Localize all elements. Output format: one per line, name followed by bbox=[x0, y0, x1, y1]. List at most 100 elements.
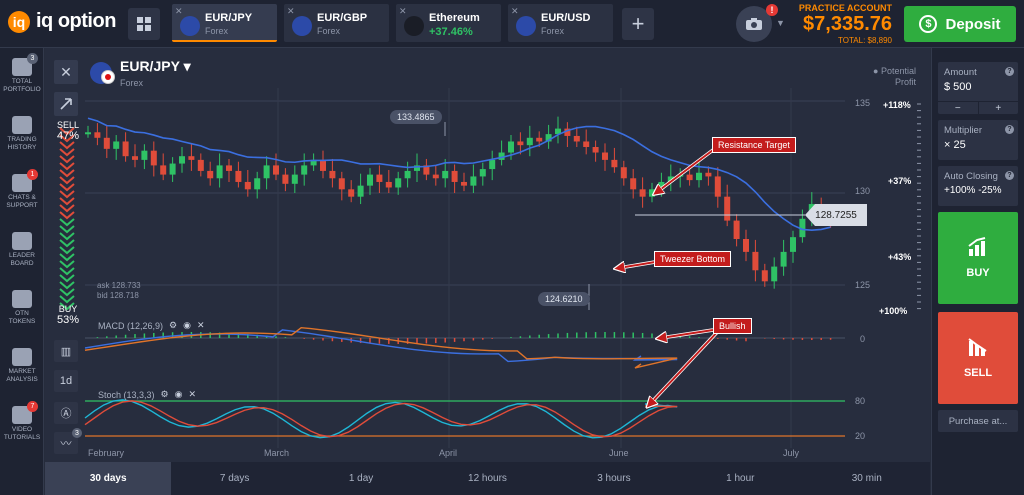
candle-body bbox=[141, 150, 148, 160]
timeframe-1-hour[interactable]: 1 hour bbox=[726, 473, 755, 484]
close-icon[interactable]: ✕ bbox=[511, 6, 519, 16]
candle-body bbox=[301, 165, 308, 175]
flag-icon bbox=[180, 16, 200, 36]
close-icon[interactable]: ✕ bbox=[399, 6, 407, 16]
buy-percent: 53% bbox=[57, 314, 80, 326]
settings-icon[interactable]: ⚙ bbox=[160, 389, 169, 399]
nav-item-board[interactable]: LEADER BOARD bbox=[0, 232, 44, 268]
eye-icon[interactable]: ◉ bbox=[183, 320, 191, 330]
candle-body bbox=[385, 181, 392, 188]
chart-area[interactable]: ✕ SELL 47% BUY 53% EUR/JPY ▾ Forex ● Pot… bbox=[45, 48, 930, 495]
sentiment-chevron bbox=[59, 267, 75, 276]
logo[interactable]: iq iq option bbox=[8, 10, 116, 33]
close-icon[interactable]: ✕ bbox=[287, 6, 295, 16]
collapse-icon bbox=[60, 98, 72, 110]
stoch-d-line bbox=[84, 400, 678, 438]
drawing-icon: Ⓐ bbox=[60, 408, 72, 420]
candle-body bbox=[113, 141, 120, 149]
autoclose-value[interactable]: +100% -25% bbox=[944, 185, 1002, 196]
purchase-at-button[interactable]: Purchase at... bbox=[938, 410, 1018, 432]
candle-body bbox=[564, 128, 571, 136]
asset-grid-button[interactable] bbox=[128, 8, 160, 40]
timeframe-tool[interactable]: 1d bbox=[54, 370, 78, 392]
buy-sentiment: BUY 53% bbox=[57, 304, 79, 326]
sentiment-chevron bbox=[59, 302, 75, 311]
chevron-down-icon[interactable]: ▼ bbox=[776, 18, 785, 28]
trade-panel: Amount ? $ 500 − + Multiplier ? × 25 Aut… bbox=[931, 48, 1024, 495]
candle-body bbox=[714, 176, 721, 197]
top-bar: iq iq option ✕ EUR/JPY Forex ✕ EUR/GBP F… bbox=[0, 0, 1024, 48]
close-icon[interactable]: ✕ bbox=[175, 6, 183, 16]
drawing-tool[interactable]: Ⓐ bbox=[54, 402, 78, 424]
nav-item-history[interactable]: TRADING HISTORY bbox=[0, 116, 44, 152]
stoch-name: Stoch (13,3,3) bbox=[98, 389, 155, 400]
settings-icon[interactable]: ⚙ bbox=[169, 320, 178, 330]
nav-item-analysis[interactable]: MARKET ANALYSIS bbox=[0, 348, 44, 384]
autoclose-label: Auto Closing bbox=[944, 171, 998, 182]
timeframe-30-min[interactable]: 30 min bbox=[851, 473, 882, 484]
deposit-button[interactable]: $ Deposit bbox=[904, 6, 1016, 42]
candle-body bbox=[545, 134, 552, 142]
amount-box[interactable]: Amount ? $ 500 − + bbox=[938, 62, 1018, 114]
ask-bid: ask 128.733 bid 128.718 bbox=[97, 281, 141, 301]
timeframe-1-day[interactable]: 1 day bbox=[348, 473, 374, 484]
decrease-button[interactable]: − bbox=[938, 102, 979, 114]
help-icon[interactable]: ? bbox=[1005, 67, 1014, 76]
timeframe-7-days[interactable]: 7 days bbox=[219, 473, 250, 484]
nav-item-tokens[interactable]: OTN TOKENS bbox=[0, 290, 44, 326]
tab-eur-jpy[interactable]: ✕ EUR/JPY Forex bbox=[172, 4, 277, 42]
candle-body bbox=[85, 132, 91, 135]
nav-item-tutorials[interactable]: 7 VIDEO TUTORIALS bbox=[0, 401, 44, 442]
sentiment-chevron bbox=[59, 134, 75, 143]
sell-button[interactable]: SELL bbox=[938, 312, 1018, 404]
candle-body bbox=[573, 135, 580, 142]
pair-selector[interactable]: EUR/JPY ▾ bbox=[120, 58, 191, 75]
nav-item-portfolio[interactable]: 3 TOTAL PORTFOLIO bbox=[0, 53, 44, 94]
add-tab-button[interactable]: + bbox=[622, 8, 654, 40]
timeframe-12-hours[interactable]: 12 hours bbox=[468, 473, 507, 484]
help-icon[interactable]: ? bbox=[1005, 171, 1014, 180]
help-icon[interactable]: ? bbox=[1005, 125, 1014, 134]
autoclose-box[interactable]: Auto Closing ? +100% -25% bbox=[938, 166, 1018, 206]
multiplier-box[interactable]: Multiplier ? × 25 bbox=[938, 120, 1018, 160]
sentiment-chevron bbox=[59, 162, 75, 171]
stoch-k-line bbox=[84, 399, 678, 439]
tab-name: EUR/JPY bbox=[205, 12, 253, 24]
tab-eur-gbp[interactable]: ✕ EUR/GBP Forex bbox=[284, 4, 389, 42]
multiplier-value[interactable]: × 25 bbox=[944, 139, 966, 151]
profit-level: +118% bbox=[883, 100, 911, 110]
amount-field[interactable]: $ 500 bbox=[944, 81, 972, 93]
candle-body bbox=[508, 141, 514, 153]
nav-label: VIDEO bbox=[11, 426, 33, 433]
chart-type-tool[interactable]: ▥ bbox=[54, 340, 78, 362]
briefcase-icon: 3 bbox=[12, 53, 38, 76]
expand-button[interactable] bbox=[54, 92, 78, 116]
timeframe-3-hours[interactable]: 3 hours bbox=[597, 473, 631, 484]
nav-label: OTN bbox=[15, 310, 29, 317]
close-chart-button[interactable]: ✕ bbox=[54, 60, 78, 84]
increase-button[interactable]: + bbox=[995, 103, 1002, 114]
account-balance[interactable]: PRACTICE ACCOUNT $7,335.76 TOTAL: $8,890 bbox=[799, 3, 892, 45]
price-chart[interactable] bbox=[45, 48, 930, 495]
multiplier-label: Multiplier bbox=[944, 125, 983, 136]
indicators-tool[interactable]: 〰 3 bbox=[54, 428, 82, 454]
sell-label: SELL bbox=[963, 367, 993, 379]
sentiment-chevron bbox=[59, 274, 75, 283]
buy-button[interactable]: BUY bbox=[938, 212, 1018, 304]
moving-average-line bbox=[87, 117, 831, 231]
nav-item-support[interactable]: 1 CHATS & SUPPORT bbox=[0, 169, 44, 210]
video-icon: 7 bbox=[12, 401, 38, 424]
candle-body bbox=[686, 174, 693, 181]
close-icon[interactable]: ✕ bbox=[196, 320, 205, 330]
eye-icon[interactable]: ◉ bbox=[174, 389, 183, 399]
sentiment-chevron bbox=[59, 288, 75, 297]
timeframe-30-days[interactable]: 30 days bbox=[45, 462, 172, 495]
price-tick: 130 bbox=[855, 186, 871, 196]
bid-price: bid 128.718 bbox=[97, 291, 139, 300]
candle-body bbox=[376, 174, 383, 182]
tab-ethereum[interactable]: ✕ Ethereum +37.46% bbox=[396, 4, 501, 42]
close-icon[interactable]: ✕ bbox=[188, 389, 197, 399]
macd-line bbox=[84, 329, 678, 363]
tool-badge: 3 bbox=[72, 428, 82, 438]
tab-eur-usd[interactable]: ✕ EUR/USD Forex bbox=[508, 4, 613, 42]
